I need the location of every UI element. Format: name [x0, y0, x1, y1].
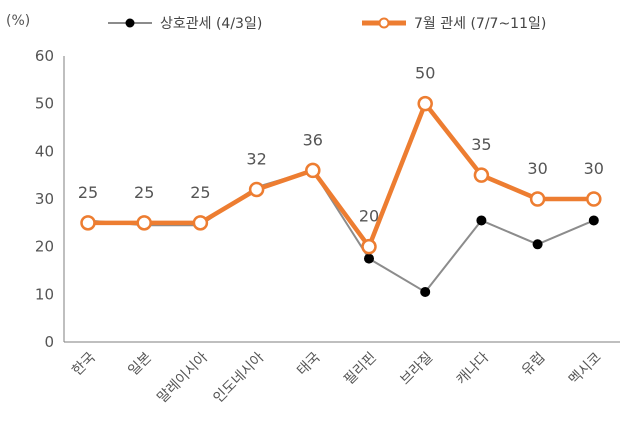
- x-category-label: 말레이시아: [154, 349, 211, 406]
- reciprocal-tariff-point: [420, 286, 431, 297]
- july-tariff-point: [529, 191, 546, 207]
- reciprocal-tariff-point: [476, 215, 487, 226]
- july-tariff-point: [473, 167, 490, 183]
- x-tick-labels: 한국 일본 말레이시아 인도네시아 태국 필리핀 브라질 캐나다 유럽 멕시코: [69, 349, 604, 406]
- data-label: 25: [78, 183, 98, 202]
- x-category-label: 브라질: [397, 350, 436, 389]
- data-label: 25: [190, 183, 210, 202]
- reciprocal-tariff-point: [588, 215, 599, 226]
- data-label: 25: [134, 183, 154, 202]
- reciprocal-tariff-point: [364, 253, 374, 264]
- legend-label-july-tariff: 7월 관세 (7/7~11일): [414, 16, 546, 32]
- legend-label-reciprocal-tariff: 상호관세 (4/3일): [160, 16, 262, 32]
- axes: [63, 56, 620, 343]
- data-label: 20: [359, 207, 379, 226]
- legend-marker-july-tariff: [378, 17, 390, 29]
- y-tick-label: 10: [35, 285, 54, 303]
- data-label: 36: [303, 130, 323, 149]
- data-labels: 25 25 25 32 36 20 50 35 30 30: [78, 64, 604, 226]
- y-tick-label: 0: [44, 333, 54, 351]
- x-category-label: 태국: [294, 349, 324, 379]
- x-category-label: 멕시코: [566, 349, 605, 388]
- data-label: 35: [471, 135, 491, 154]
- data-label: 50: [415, 64, 435, 83]
- y-axis-unit-label: (%): [6, 13, 30, 29]
- x-category-label: 캐나다: [454, 349, 493, 388]
- y-tick-label: 30: [35, 190, 54, 208]
- july-tariff-point: [305, 162, 321, 179]
- x-category-label: 일본: [125, 349, 155, 379]
- data-label: 30: [584, 159, 604, 178]
- july-tariff-point: [192, 215, 209, 231]
- series-lines: [87, 101, 595, 293]
- july-tariff-point: [586, 191, 602, 207]
- y-tick-labels: 0 10 20 30 40 50 60: [35, 47, 54, 351]
- series-line-reciprocal-tariff: [87, 169, 595, 293]
- x-category-label: 한국: [69, 349, 99, 379]
- x-category-label: 필리핀: [341, 350, 380, 389]
- july-tariff-point: [417, 95, 433, 112]
- y-tick-label: 60: [35, 47, 54, 65]
- data-label: 32: [246, 149, 266, 168]
- series-line-july-tariff: [88, 101, 594, 249]
- data-label: 30: [527, 159, 547, 178]
- x-category-label: 유럽: [519, 350, 549, 380]
- legend: 상호관세 (4/3일) 7월 관세 (7/7~11일): [108, 16, 546, 32]
- july-tariff-point: [248, 181, 265, 198]
- y-tick-label: 20: [35, 238, 54, 256]
- reciprocal-tariff-point: [532, 239, 543, 250]
- july-tariff-point: [80, 215, 96, 231]
- july-tariff-point: [361, 238, 377, 255]
- legend-marker-reciprocal-tariff: [125, 18, 135, 28]
- july-tariff-point: [136, 215, 152, 231]
- x-category-label: 인도네시아: [211, 349, 268, 406]
- y-tick-label: 40: [35, 142, 54, 160]
- series-markers: [80, 95, 602, 297]
- y-tick-label: 50: [35, 95, 54, 113]
